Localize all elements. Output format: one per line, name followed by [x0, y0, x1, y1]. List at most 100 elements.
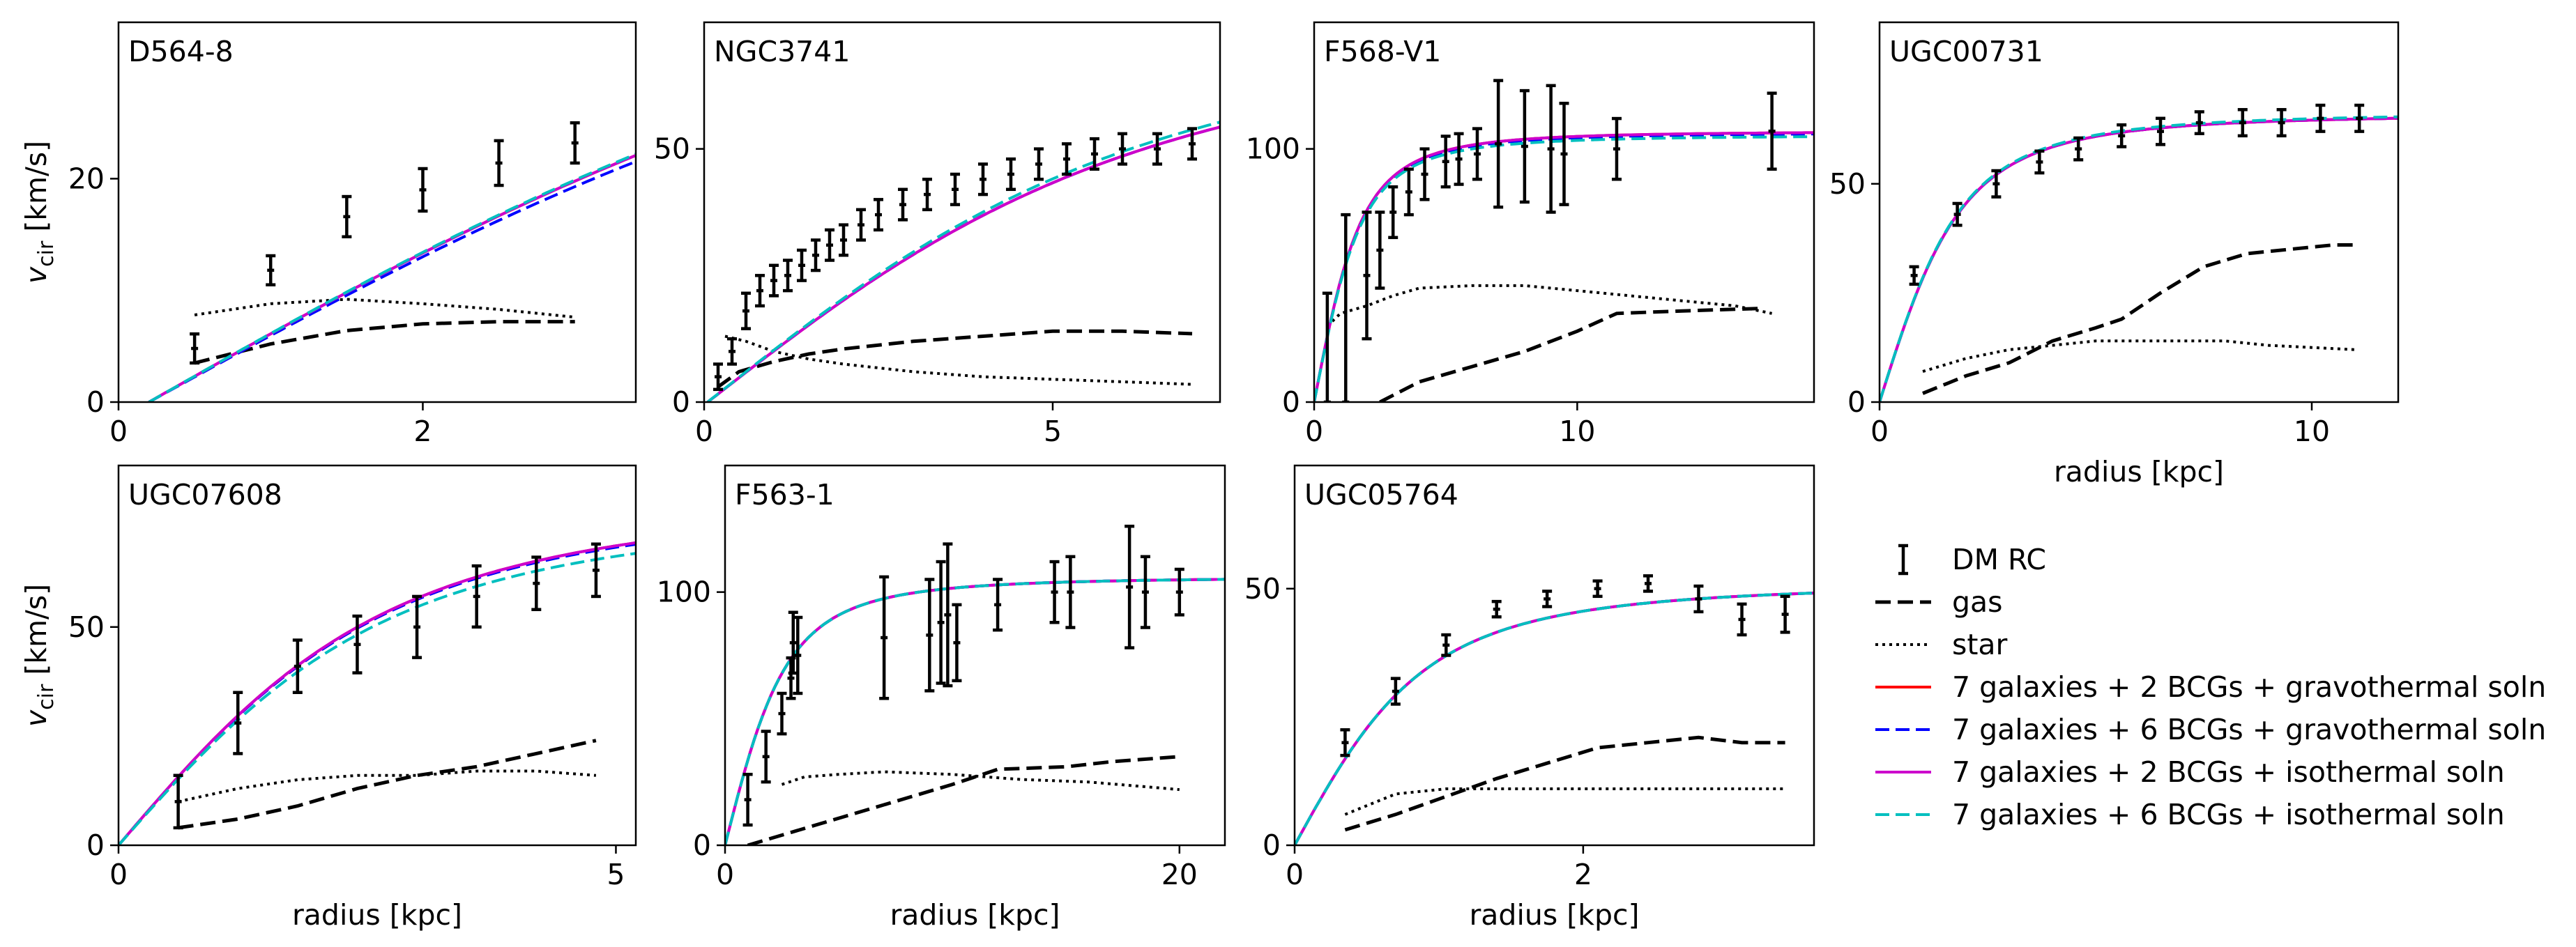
model-curve-s1 — [1880, 116, 2398, 402]
panel-title: D564-8 — [128, 35, 234, 68]
x-axis-label: radius [kpc] — [2054, 455, 2224, 488]
plot-area — [1314, 79, 1814, 402]
x-tick-label: 0 — [1870, 415, 1889, 448]
x-tick-label: 10 — [1559, 415, 1595, 448]
x-tick-label: 2 — [1574, 858, 1592, 891]
x-tick-label: 0 — [695, 415, 713, 448]
y-label-main: v — [20, 709, 53, 727]
plot-area — [706, 121, 1220, 402]
panel-title: UGC00731 — [1889, 35, 2043, 68]
model-curve-s4 — [119, 552, 636, 845]
model-curve-s3 — [119, 541, 636, 845]
model-curve-s2 — [119, 543, 636, 845]
y-tick-label: 0 — [672, 385, 690, 419]
model-curve-s1 — [148, 154, 636, 402]
x-tick-label: 0 — [1305, 415, 1323, 448]
model-curve-s4 — [1295, 592, 1814, 845]
x-tick-label: 20 — [1161, 858, 1198, 891]
plot-area — [119, 541, 636, 845]
legend-label: gas — [1952, 585, 2003, 619]
plot-area — [725, 524, 1225, 845]
y-label-unit: [km/s] — [20, 584, 53, 684]
gas-line — [178, 739, 597, 830]
legend-item-gas: gas — [1875, 585, 2003, 619]
model-curve-s4 — [148, 153, 636, 402]
y-tick-label: 100 — [1246, 132, 1300, 166]
y-tick-label: 0 — [1282, 385, 1300, 419]
legend-label: DM RC — [1952, 543, 2046, 576]
axes-frame — [1313, 21, 1815, 403]
y-tick-label: 50 — [68, 610, 105, 644]
panel-f563-1: 0 20 0 100 F563-1 radius [kpc] — [657, 464, 1226, 932]
plot-area — [1880, 103, 2398, 402]
legend-label: 7 galaxies + 2 BCGs + gravothermal soln — [1952, 670, 2546, 704]
legend: DM RC gas star 7 galaxies + 2 BCGs + gravot… — [1875, 543, 2546, 831]
axes-frame — [1878, 21, 2400, 403]
model-curve-s4 — [1880, 115, 2398, 402]
axes-frame — [1293, 464, 1815, 847]
y-tick-label: 50 — [654, 132, 690, 166]
plot-area — [1295, 574, 1814, 845]
model-curve-s3 — [1880, 116, 2398, 402]
y-tick-label: 100 — [657, 576, 711, 609]
x-axis-label: radius [kpc] — [890, 898, 1060, 932]
y-tick-label: 0 — [1847, 385, 1866, 419]
model-curve-s1 — [119, 541, 636, 845]
model-curve-s2 — [725, 578, 1225, 845]
gas-line — [194, 320, 575, 365]
y-axis-label: vcir [km/s] — [20, 141, 59, 284]
panel-ugc05764: 0 2 0 50 UGC05764 radius [kpc] — [1244, 464, 1815, 932]
gas-line — [1922, 243, 2355, 395]
x-tick-label: 5 — [1044, 415, 1062, 448]
model-curve-s3 — [148, 154, 636, 402]
model-curve-s4 — [706, 121, 1220, 402]
model-curve-s3 — [725, 578, 1225, 845]
star-line — [1922, 339, 2356, 374]
x-tick-label: 0 — [109, 858, 128, 891]
panel-title: UGC07608 — [128, 478, 282, 511]
legend-item-star: star — [1875, 628, 2008, 661]
gas-line — [717, 329, 1193, 389]
y-label-sub: cir — [34, 240, 59, 267]
gas-line — [747, 755, 1180, 845]
gas-line — [1344, 735, 1785, 832]
y-tick-label: 0 — [86, 385, 105, 419]
legend-item-s4: 7 galaxies + 6 BCGs + isothermal soln — [1875, 798, 2505, 831]
x-tick-label: 0 — [716, 858, 734, 891]
panel-title: F563-1 — [735, 478, 834, 511]
panel-ugc00731: 0 10 0 50 UGC00731 radius [kpc] — [1829, 21, 2400, 488]
legend-item-s3: 7 galaxies + 2 BCGs + isothermal soln — [1875, 755, 2505, 789]
model-curve-s4 — [725, 578, 1225, 845]
legend-item-s1: 7 galaxies + 2 BCGs + gravothermal soln — [1875, 670, 2546, 704]
plot-area — [148, 121, 636, 402]
legend-item-dm: DM RC — [1898, 543, 2046, 576]
axes-frame — [703, 21, 1221, 403]
model-curve-s2 — [1880, 116, 2398, 402]
y-tick-label: 0 — [1263, 829, 1281, 862]
legend-label: 7 galaxies + 2 BCGs + isothermal soln — [1952, 755, 2505, 789]
star-line — [178, 769, 597, 803]
x-axis-label: radius [kpc] — [1469, 898, 1639, 932]
legend-label: star — [1952, 628, 2008, 661]
panel-title: UGC05764 — [1304, 478, 1458, 511]
panel-title: NGC3741 — [714, 35, 850, 68]
star-line — [1344, 787, 1785, 816]
y-tick-label: 50 — [1829, 167, 1866, 201]
y-tick-label: 50 — [1244, 572, 1281, 606]
x-tick-label: 10 — [2294, 415, 2330, 448]
panel-title: F568-V1 — [1324, 35, 1441, 68]
legend-label: 7 galaxies + 6 BCGs + isothermal soln — [1952, 798, 2505, 831]
y-label-sub: cir — [34, 684, 59, 710]
star-line — [781, 770, 1180, 792]
y-tick-label: 20 — [68, 162, 105, 195]
y-axis-label: vcir [km/s] — [20, 584, 59, 727]
y-label-main: v — [20, 266, 53, 284]
star-line — [1326, 284, 1773, 328]
y-tick-label: 0 — [86, 829, 105, 862]
model-curve-s2 — [148, 160, 636, 402]
gas-line — [1379, 307, 1762, 402]
